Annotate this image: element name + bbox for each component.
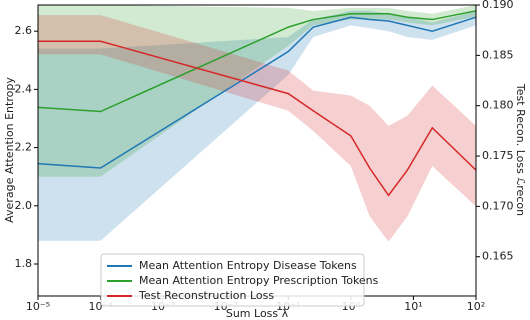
series-line <box>37 16 477 169</box>
confidence-band <box>38 15 476 242</box>
y2-tick-label: 0.180 <box>482 99 514 112</box>
bands <box>38 5 476 242</box>
series-line <box>38 40 477 197</box>
y-tick-label: 1.8 <box>15 257 33 270</box>
confidence-band <box>38 10 476 241</box>
series-line <box>37 10 477 113</box>
x-tick-label: 10¹ <box>404 300 422 313</box>
y2-tick-label: 0.165 <box>482 250 514 263</box>
y2-tick-label: 0.190 <box>482 0 514 11</box>
y2-axis-label: Test Recon. Loss ℒrecon <box>514 83 527 216</box>
legend-label: Mean Attention Entropy Disease Tokens <box>139 259 357 272</box>
y-axis-label: Average Attention Entropy <box>3 77 16 223</box>
x-axis-label: Sum Loss λ <box>226 307 289 320</box>
x-tick-label: 10² <box>467 300 485 313</box>
legend-box <box>100 253 365 307</box>
x-tick-label: 10⁻⁵ <box>26 300 50 313</box>
y-tick-label: 2.4 <box>15 82 33 95</box>
legend: Mean Attention Entropy Disease Tokens Mea… <box>100 253 379 307</box>
y-tick-label: 2.6 <box>15 24 33 37</box>
legend-label: Mean Attention Entropy Prescription Toke… <box>139 274 379 287</box>
y-tick-label: 2.2 <box>15 141 33 154</box>
y2-tick-label: 0.185 <box>482 48 514 61</box>
y-tick-label: 2.0 <box>15 199 33 212</box>
y2-tick-label: 0.170 <box>482 199 514 212</box>
confidence-band <box>38 5 476 177</box>
y2-tick-label: 0.175 <box>482 149 514 162</box>
legend-label: Test Reconstruction Loss <box>138 289 274 302</box>
